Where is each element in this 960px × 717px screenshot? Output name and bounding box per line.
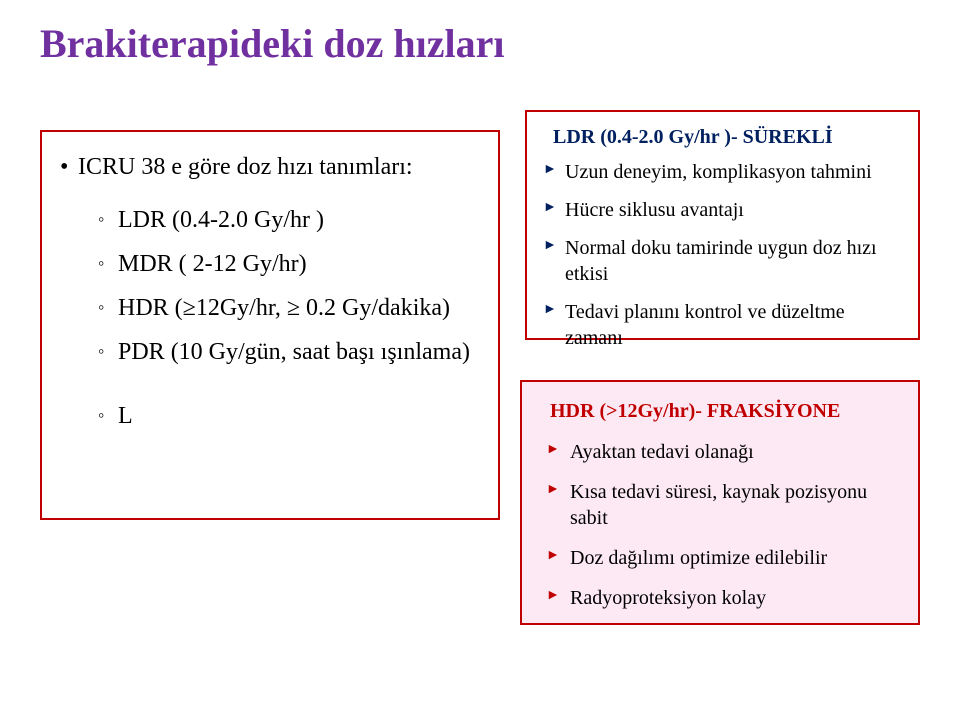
ldr-item: Hücre siklusu avantajı (543, 197, 902, 223)
hdr-item: Doz dağılımı optimize edilebilir (550, 545, 902, 571)
left-item: L (60, 398, 480, 434)
left-box: ICRU 38 e göre doz hızı tanımları: LDR (… (40, 130, 500, 520)
ldr-item: Uzun deneyim, komplikasyon tahmini (543, 159, 902, 185)
left-heading: ICRU 38 e göre doz hızı tanımları: (60, 152, 480, 182)
left-item: PDR (10 Gy/gün, saat başı ışınlama) (60, 334, 480, 370)
right-bottom-box: HDR (>12Gy/hr)- FRAKSİYONE Ayaktan tedav… (520, 380, 920, 625)
hdr-item: Ayaktan tedavi olanağı (550, 439, 902, 465)
page-title: Brakiterapideki doz hızları (40, 20, 504, 67)
hdr-heading: HDR (>12Gy/hr)- FRAKSİYONE (550, 400, 902, 423)
left-item: LDR (0.4-2.0 Gy/hr ) (60, 202, 480, 238)
hdr-item: Kısa tedavi süresi, kaynak pozisyonu sab… (550, 479, 902, 531)
ldr-item: Tedavi planını kontrol ve düzeltme zaman… (543, 299, 902, 351)
left-item: HDR (≥12Gy/hr, ≥ 0.2 Gy/dakika) (60, 290, 480, 326)
ldr-heading: LDR (0.4-2.0 Gy/hr )- SÜREKLİ (543, 126, 902, 149)
left-item: MDR ( 2-12 Gy/hr) (60, 246, 480, 282)
ldr-item: Normal doku tamirinde uygun doz hızı etk… (543, 235, 902, 287)
hdr-item: Radyoproteksiyon kolay (550, 585, 902, 611)
right-top-box: LDR (0.4-2.0 Gy/hr )- SÜREKLİ Uzun deney… (525, 110, 920, 340)
